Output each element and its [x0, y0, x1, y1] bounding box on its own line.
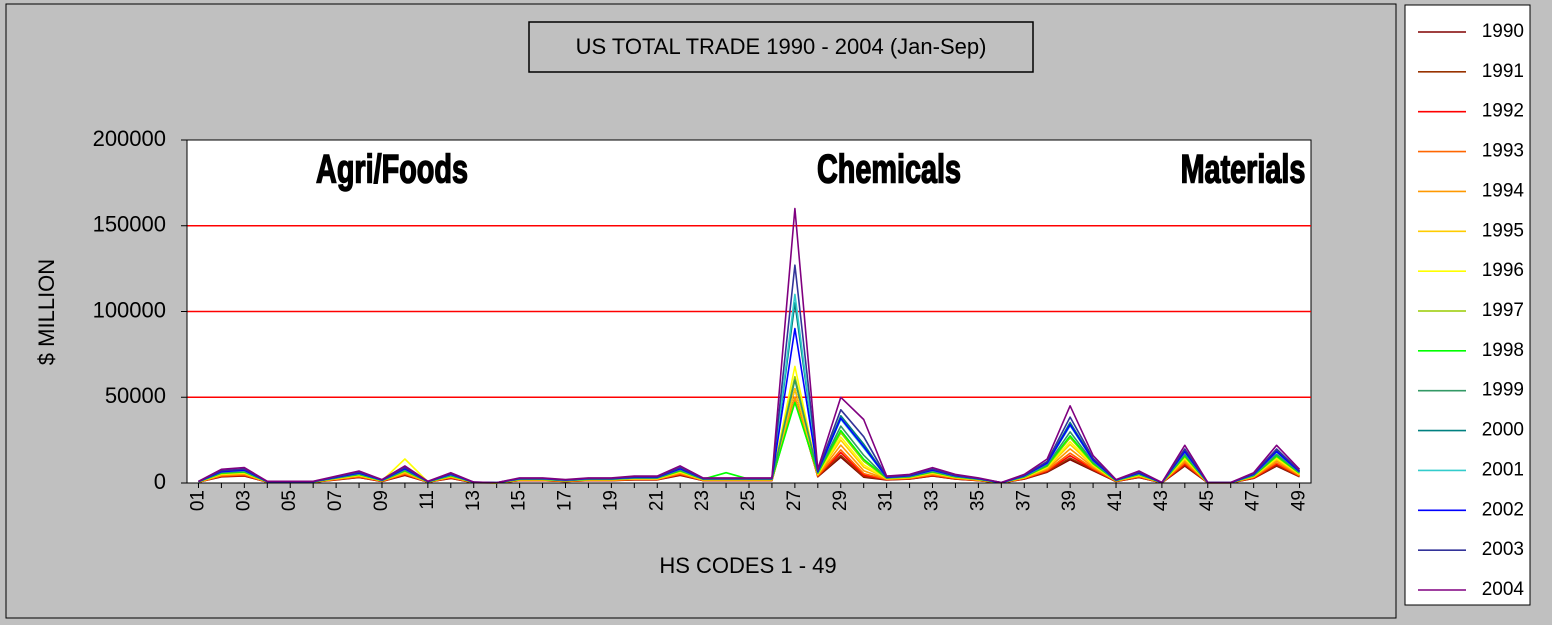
legend-label: 1997	[1482, 300, 1524, 321]
x-tick-label: 33	[922, 490, 943, 511]
x-tick-label: 23	[692, 490, 713, 511]
x-tick-label: 41	[1105, 490, 1126, 511]
y-tick-label: 50000	[105, 383, 166, 408]
x-tick-label: 05	[279, 490, 300, 511]
x-tick-label: 03	[233, 490, 254, 511]
legend-label: 1999	[1482, 380, 1524, 401]
annotation: Chemicals	[817, 147, 961, 192]
chart-title: US TOTAL TRADE 1990 - 2004 (Jan-Sep)	[576, 34, 987, 59]
x-tick-label: 27	[784, 490, 805, 511]
x-tick-label: 31	[876, 490, 897, 511]
legend-label: 2004	[1482, 579, 1525, 600]
legend-label: 1994	[1482, 180, 1525, 201]
x-tick-label: 15	[509, 490, 530, 511]
series-line	[198, 207, 1301, 484]
y-axis-label: $ MILLION	[34, 259, 59, 365]
x-tick-label: 17	[555, 490, 576, 511]
title-box	[528, 21, 1034, 73]
x-tick-label: 21	[646, 490, 667, 511]
x-tick-label: 39	[1059, 490, 1080, 511]
legend-label: 1995	[1482, 220, 1524, 241]
legend-label: 2003	[1482, 539, 1524, 560]
x-tick-label: 11	[417, 490, 438, 510]
x-tick-label: 35	[967, 490, 988, 511]
legend-label: 1996	[1482, 260, 1524, 281]
x-tick-label: 01	[187, 490, 208, 511]
y-tick-label: 100000	[93, 297, 166, 322]
x-tick-label: 25	[738, 490, 759, 511]
x-tick-label: 09	[371, 490, 392, 511]
legend-label: 1990	[1482, 21, 1524, 42]
x-tick-label: 49	[1289, 490, 1310, 511]
legend-box	[1404, 4, 1531, 606]
x-axis-label: HS CODES 1 - 49	[659, 553, 836, 578]
x-tick-label: 45	[1197, 490, 1218, 511]
x-tick-label: 07	[325, 490, 346, 511]
annotation: Agri/Foods	[316, 147, 468, 192]
x-tick-label: 47	[1243, 490, 1264, 511]
x-tick-label: 37	[1013, 490, 1034, 511]
x-tick-label: 13	[463, 490, 484, 511]
y-tick-label: 0	[154, 469, 166, 494]
legend-label: 1998	[1482, 340, 1524, 361]
y-tick-label: 200000	[93, 126, 166, 151]
legend-label: 2001	[1482, 459, 1524, 480]
x-tick-label: 29	[830, 490, 851, 511]
x-tick-label: 43	[1151, 490, 1172, 511]
x-tick-label: 19	[600, 490, 621, 511]
legend-label: 2002	[1482, 499, 1524, 520]
legend-label: 1992	[1482, 101, 1524, 122]
legend-label: 1993	[1482, 141, 1524, 162]
legend-label: 1991	[1482, 61, 1524, 82]
legend-label: 2000	[1482, 420, 1524, 441]
y-tick-label: 150000	[93, 212, 166, 237]
annotation: Materials	[1181, 147, 1306, 192]
